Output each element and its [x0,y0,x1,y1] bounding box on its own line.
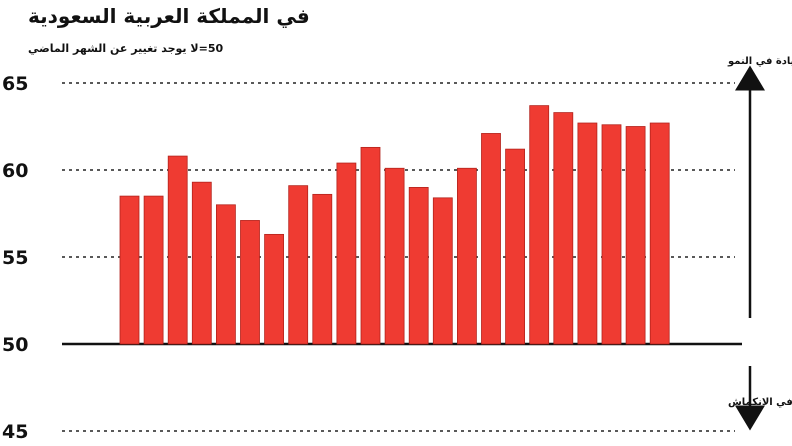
contraction-annotation: معدل الهبوط في الانكماش [728,397,792,408]
bar [481,133,501,345]
bar [601,124,622,345]
bar [553,112,574,345]
bar [529,105,550,345]
bar [167,155,188,345]
bar [215,204,236,345]
chart-title: في المملكة العربية السعودية [28,4,310,28]
bar [240,220,260,345]
bar [191,181,212,345]
bar [577,122,598,345]
bar [505,148,526,345]
bar [143,195,164,345]
bars [119,105,670,345]
bar [432,197,453,345]
y-tick-labels: 65 60 55 50 45 [2,73,28,443]
y-tick-label: 55 [2,247,28,269]
bar [649,122,670,345]
bar [336,162,357,345]
y-tick-label: 50 [2,334,28,356]
bar [384,167,405,345]
growth-annotation: معدل الزيادة في النمو [727,56,792,67]
bar [625,126,646,345]
bar [119,195,140,345]
bar [288,185,309,345]
chart-subtitle: 50=لا يوجد تغيير عن الشهر الماضي [28,42,224,55]
y-tick-label: 65 [2,73,28,95]
bar [312,193,333,345]
bar [360,146,381,345]
y-tick-label: 45 [2,421,28,443]
bar [456,167,477,345]
bar [264,233,285,345]
y-tick-label: 60 [2,160,28,182]
bar [408,186,429,345]
